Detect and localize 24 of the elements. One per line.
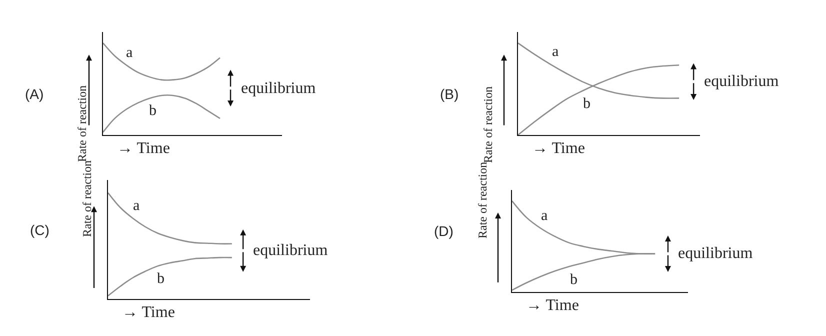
text: (A) — [25, 86, 44, 102]
text: equilibrium — [704, 73, 780, 90]
annotation: equilibrium — [253, 242, 328, 259]
series-label: a — [541, 208, 548, 224]
series-label: b — [157, 271, 164, 287]
y-axis-title: Rate of reaction — [75, 85, 89, 162]
y-axis-title: Rate of reaction — [476, 162, 490, 238]
series-label: b — [583, 96, 590, 112]
text: (D) — [434, 223, 454, 239]
annotation: equilibrium — [678, 245, 754, 262]
y-axis-title: Rate of reaction — [80, 160, 94, 237]
annotation: equilibrium — [241, 80, 316, 97]
x-axis-title: → Time — [117, 140, 170, 157]
x-axis-title: → Time — [122, 304, 175, 321]
series-label: a — [126, 45, 133, 61]
y-axis-title: Rate of reaction — [481, 86, 495, 163]
text: (C) — [30, 222, 50, 238]
series-label: b — [570, 272, 578, 288]
x-axis-title: → Time — [526, 297, 579, 314]
series-label: b — [149, 103, 156, 119]
series-label: a — [133, 198, 140, 214]
series-label: a — [552, 44, 559, 60]
text: (B) — [440, 86, 459, 102]
x-axis-title: → Time — [532, 140, 585, 157]
